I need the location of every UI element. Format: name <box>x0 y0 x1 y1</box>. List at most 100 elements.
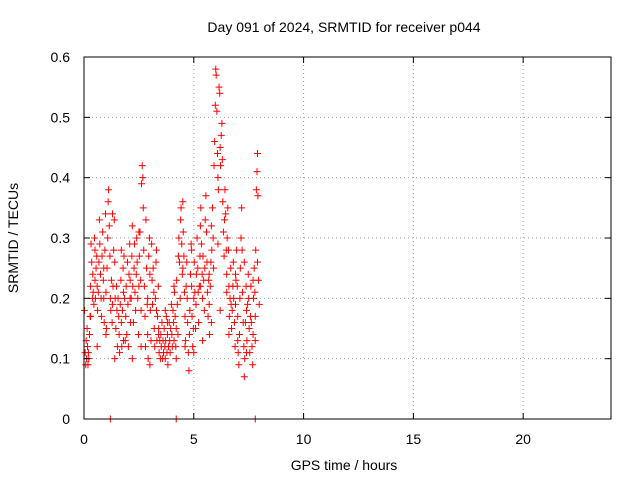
data-point <box>141 312 149 320</box>
data-point <box>148 276 156 284</box>
data-point <box>152 246 160 254</box>
data-point <box>207 318 215 326</box>
data-point <box>131 288 139 296</box>
grid-lines <box>84 57 611 419</box>
data-point <box>207 222 215 230</box>
data-point <box>110 246 118 254</box>
data-point <box>181 343 189 351</box>
data-point <box>84 349 92 357</box>
data-point <box>164 361 172 369</box>
data-point <box>242 349 250 357</box>
data-point <box>247 318 255 326</box>
data-point <box>140 282 148 290</box>
data-point <box>224 246 232 254</box>
data-point <box>185 331 193 339</box>
data-point <box>201 216 209 224</box>
data-point <box>238 204 246 212</box>
data-point <box>214 240 222 248</box>
data-point <box>173 300 181 308</box>
data-point <box>234 349 242 357</box>
data-point <box>234 337 242 345</box>
data-point <box>196 282 204 290</box>
plot-frame <box>83 56 612 420</box>
y-tick-label: 0.1 <box>51 351 71 367</box>
data-point <box>178 240 186 248</box>
data-point <box>96 270 104 278</box>
data-point <box>120 288 128 296</box>
data-point <box>112 325 120 332</box>
data-point <box>212 65 220 73</box>
data-point <box>87 312 95 320</box>
data-point <box>197 204 205 212</box>
data-point <box>137 276 145 284</box>
data-point <box>123 331 131 339</box>
data-point <box>151 294 159 302</box>
data-point <box>217 162 225 170</box>
data-point <box>102 331 110 339</box>
y-tick-label: 0.5 <box>51 109 71 125</box>
data-point <box>223 270 231 278</box>
data-point <box>117 246 125 254</box>
data-point <box>212 71 220 79</box>
data-point <box>223 234 231 242</box>
data-point <box>95 258 103 266</box>
data-point <box>117 318 125 326</box>
data-point <box>118 306 126 314</box>
data-point <box>147 337 155 345</box>
data-point <box>193 234 201 242</box>
data-point <box>235 361 243 369</box>
y-tick-label: 0.2 <box>51 290 71 306</box>
data-point <box>176 294 184 302</box>
data-point <box>251 337 259 345</box>
data-point <box>247 282 255 290</box>
data-point <box>194 288 202 296</box>
data-point <box>208 246 216 254</box>
data-point <box>149 264 157 272</box>
data-point <box>116 349 124 357</box>
data-point <box>231 343 239 351</box>
y-tick-labels: 0 0.1 0.2 0.3 0.4 0.5 0.6 <box>51 49 71 427</box>
data-point <box>251 312 259 320</box>
data-point <box>144 294 152 302</box>
data-point <box>99 228 107 236</box>
data-point <box>216 306 224 314</box>
data-point <box>227 264 235 272</box>
data-point <box>225 312 233 320</box>
data-point <box>210 162 218 170</box>
data-point <box>179 264 187 272</box>
data-point <box>96 240 104 248</box>
data-point <box>93 282 101 290</box>
data-point <box>181 337 189 345</box>
data-point <box>224 204 232 212</box>
data-point <box>199 294 207 302</box>
data-point <box>149 300 157 308</box>
data-point <box>87 282 95 290</box>
data-point <box>102 288 110 296</box>
data-point <box>88 258 96 266</box>
data-point <box>90 300 98 308</box>
x-tick-label: 0 <box>80 431 88 447</box>
data-point <box>240 343 248 351</box>
data-point <box>205 270 213 278</box>
data-point <box>133 234 141 242</box>
data-point <box>175 234 183 242</box>
data-point <box>210 264 218 272</box>
data-point <box>152 306 160 314</box>
data-point <box>114 294 122 302</box>
data-point <box>232 300 240 308</box>
data-point <box>168 331 176 339</box>
data-point <box>215 83 223 91</box>
data-point <box>161 306 169 314</box>
data-point <box>137 343 145 351</box>
data-point <box>161 355 169 363</box>
data-point <box>111 258 119 266</box>
data-point <box>249 331 257 339</box>
data-point <box>196 222 204 230</box>
data-point <box>202 192 210 200</box>
x-axis-label: GPS time / hours <box>291 457 398 473</box>
data-point <box>123 258 131 266</box>
data-point <box>162 312 170 320</box>
data-point <box>221 216 229 224</box>
data-point <box>239 288 247 296</box>
data-point <box>138 162 146 170</box>
